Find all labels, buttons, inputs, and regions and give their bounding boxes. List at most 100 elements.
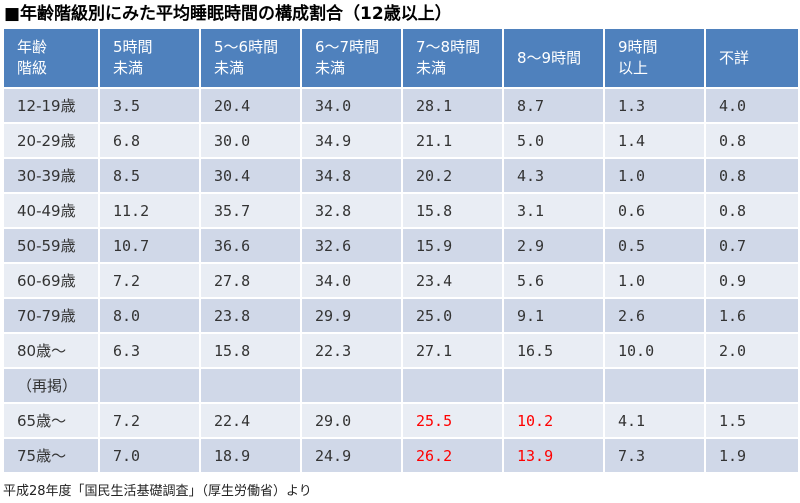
row-label: 50-59歳 xyxy=(2,227,100,264)
value-cell: 34.8 xyxy=(300,157,403,194)
header-row: 年齢 階級 5時間 未満 5～6時間 未満 6～7時間 未満 7～8時間 未満 8～9時間… xyxy=(2,27,800,89)
value-cell: 6.3 xyxy=(98,332,201,369)
value-cell: 7.0 xyxy=(98,437,201,474)
value-cell: 20.4 xyxy=(199,87,302,124)
value-cell: 4.0 xyxy=(704,87,800,124)
value-cell xyxy=(98,367,201,404)
value-cell: 1.0 xyxy=(603,157,706,194)
value-cell: 27.8 xyxy=(199,262,302,299)
value-cell: 1.0 xyxy=(603,262,706,299)
value-cell: 5.0 xyxy=(502,122,605,159)
value-cell xyxy=(603,367,706,404)
value-cell: 18.9 xyxy=(199,437,302,474)
value-cell: 0.8 xyxy=(704,192,800,229)
value-cell: 30.0 xyxy=(199,122,302,159)
value-cell: 7.2 xyxy=(98,262,201,299)
value-cell xyxy=(502,367,605,404)
value-cell: 0.6 xyxy=(603,192,706,229)
value-cell: 4.3 xyxy=(502,157,605,194)
value-cell: 1.9 xyxy=(704,437,800,474)
value-cell: 29.9 xyxy=(300,297,403,334)
table-row: 80歳～ 6.3 15.8 22.3 27.1 16.5 10.0 2.0 xyxy=(2,332,800,369)
value-cell: 2.9 xyxy=(502,227,605,264)
value-cell: 4.1 xyxy=(603,402,706,439)
table-row: （再掲） xyxy=(2,367,800,404)
value-cell: 29.0 xyxy=(300,402,403,439)
value-cell: 30.4 xyxy=(199,157,302,194)
value-cell xyxy=(199,367,302,404)
value-cell: 10.7 xyxy=(98,227,201,264)
value-cell: 3.5 xyxy=(98,87,201,124)
header-6-7h: 6～7時間 未満 xyxy=(300,27,403,89)
value-cell: 1.5 xyxy=(704,402,800,439)
value-cell: 1.3 xyxy=(603,87,706,124)
value-cell: 21.1 xyxy=(401,122,504,159)
value-cell: 34.9 xyxy=(300,122,403,159)
value-cell: 11.2 xyxy=(98,192,201,229)
value-cell: 35.7 xyxy=(199,192,302,229)
table-row: 30-39歳 8.5 30.4 34.8 20.2 4.3 1.0 0.8 xyxy=(2,157,800,194)
value-cell: 20.2 xyxy=(401,157,504,194)
chart-title: ■年齢階級別にみた平均睡眠時間の構成割合（12歳以上） xyxy=(4,4,452,24)
value-cell: 10.0 xyxy=(603,332,706,369)
table-body: 12-19歳 3.5 20.4 34.0 28.1 8.7 1.3 4.0 20-29歳 6.8 3… xyxy=(2,87,800,474)
table-row: 20-29歳 6.8 30.0 34.9 21.1 5.0 1.4 0.8 xyxy=(2,122,800,159)
value-cell: 23.4 xyxy=(401,262,504,299)
table-row: 75歳～ 7.0 18.9 24.9 26.2 13.9 7.3 1.9 xyxy=(2,437,800,474)
value-cell: 22.4 xyxy=(199,402,302,439)
value-cell: 25.5 xyxy=(401,402,504,439)
value-cell: 9.1 xyxy=(502,297,605,334)
header-9h-over: 9時間 以上 xyxy=(603,27,706,89)
row-label: 20-29歳 xyxy=(2,122,100,159)
value-cell: 15.8 xyxy=(401,192,504,229)
header-8-9h: 8～9時間 xyxy=(502,27,605,89)
value-cell: 1.4 xyxy=(603,122,706,159)
value-cell: 24.9 xyxy=(300,437,403,474)
value-cell xyxy=(704,367,800,404)
value-cell: 34.0 xyxy=(300,87,403,124)
row-label: 30-39歳 xyxy=(2,157,100,194)
value-cell: 13.9 xyxy=(502,437,605,474)
value-cell: 3.1 xyxy=(502,192,605,229)
table-row: 12-19歳 3.5 20.4 34.0 28.1 8.7 1.3 4.0 xyxy=(2,87,800,124)
row-label: 75歳～ xyxy=(2,437,100,474)
value-cell: 5.6 xyxy=(502,262,605,299)
value-cell: 8.5 xyxy=(98,157,201,194)
value-cell: 1.6 xyxy=(704,297,800,334)
row-label: 70-79歳 xyxy=(2,297,100,334)
header-under-5h: 5時間 未満 xyxy=(98,27,201,89)
header-5-6h: 5～6時間 未満 xyxy=(199,27,302,89)
value-cell: 0.8 xyxy=(704,157,800,194)
value-cell: 25.0 xyxy=(401,297,504,334)
value-cell: 22.3 xyxy=(300,332,403,369)
value-cell: 0.5 xyxy=(603,227,706,264)
row-label: 80歳～ xyxy=(2,332,100,369)
value-cell: 0.9 xyxy=(704,262,800,299)
table-row: 60-69歳 7.2 27.8 34.0 23.4 5.6 1.0 0.9 xyxy=(2,262,800,299)
source-footnote: 平成28年度「国民生活基礎調査」（厚生労働省）より xyxy=(3,484,312,499)
value-cell: 8.7 xyxy=(502,87,605,124)
value-cell: 26.2 xyxy=(401,437,504,474)
table-row: 40-49歳 11.2 35.7 32.8 15.8 3.1 0.6 0.8 xyxy=(2,192,800,229)
row-label: 60-69歳 xyxy=(2,262,100,299)
value-cell: 2.6 xyxy=(603,297,706,334)
value-cell: 8.0 xyxy=(98,297,201,334)
value-cell: 2.0 xyxy=(704,332,800,369)
value-cell: 7.3 xyxy=(603,437,706,474)
value-cell: 36.6 xyxy=(199,227,302,264)
value-cell xyxy=(300,367,403,404)
table-row: 70-79歳 8.0 23.8 29.9 25.0 9.1 2.6 1.6 xyxy=(2,297,800,334)
value-cell: 15.9 xyxy=(401,227,504,264)
value-cell xyxy=(401,367,504,404)
table-row: 65歳～ 7.2 22.4 29.0 25.5 10.2 4.1 1.5 xyxy=(2,402,800,439)
row-label: 12-19歳 xyxy=(2,87,100,124)
value-cell: 16.5 xyxy=(502,332,605,369)
header-unknown: 不詳 xyxy=(704,27,800,89)
header-7-8h: 7～8時間 未満 xyxy=(401,27,504,89)
sleep-duration-table: 年齢 階級 5時間 未満 5～6時間 未満 6～7時間 未満 7～8時間 未満 8～9時間… xyxy=(2,27,800,474)
value-cell: 34.0 xyxy=(300,262,403,299)
value-cell: 32.8 xyxy=(300,192,403,229)
row-label: 65歳～ xyxy=(2,402,100,439)
value-cell: 32.6 xyxy=(300,227,403,264)
value-cell: 0.8 xyxy=(704,122,800,159)
